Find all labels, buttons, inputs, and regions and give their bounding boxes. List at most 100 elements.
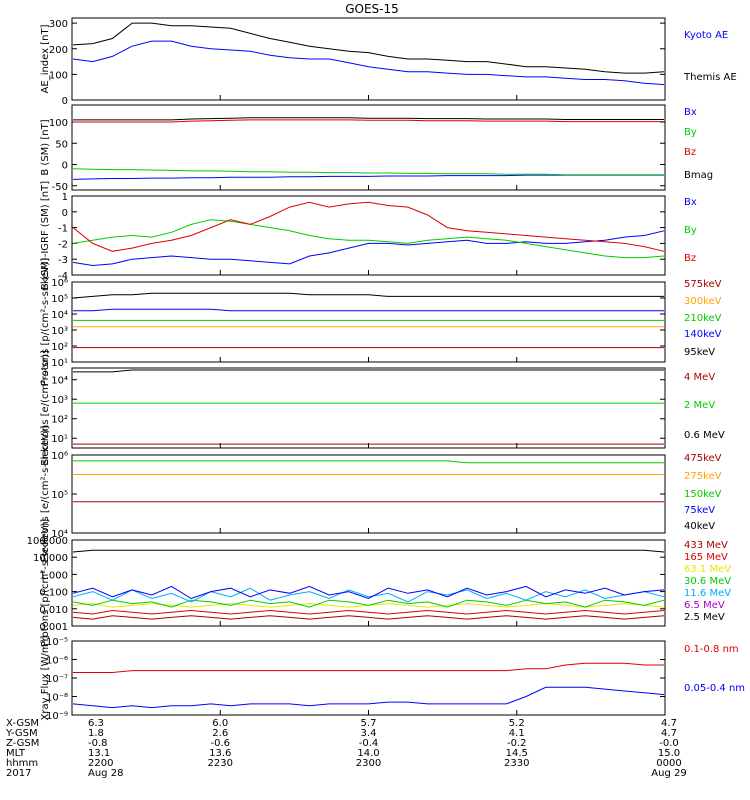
series-line-2-5-mev xyxy=(72,549,665,553)
legend-entry: Bmag xyxy=(684,170,713,181)
y-tick-label: 10² xyxy=(51,415,68,426)
legend-entry: 575keV xyxy=(684,279,722,290)
legend-entry: By xyxy=(684,127,697,138)
series-line-11-6-mev xyxy=(72,587,665,603)
y-tick-label: 10⁻⁸ xyxy=(46,693,68,704)
x-axis-value: 2300 xyxy=(356,758,381,769)
y-tick-label: 300 xyxy=(49,19,68,30)
legend-entry: 4 MeV xyxy=(684,372,715,383)
series-line-bz xyxy=(73,119,664,123)
x-axis-value: 15.0 xyxy=(658,748,680,759)
y-tick-label: 1 xyxy=(62,192,68,203)
x-axis-value: 14.5 xyxy=(506,748,528,759)
panel-2: 100 50 0 -50B (SM) [nT] Bx By Bz Bmag xyxy=(40,104,713,193)
x-axis-value: 13.6 xyxy=(209,748,231,759)
x-axis-value: 14.0 xyxy=(357,748,379,759)
legend-entry: 6.5 MeV xyxy=(684,600,725,611)
series-line-bz xyxy=(72,201,665,252)
y-tick-label: -1 xyxy=(58,224,68,235)
y-tick-label: 10³ xyxy=(51,395,68,406)
y-axis-label: B (SM) [nT] xyxy=(40,119,51,175)
x-axis-value: 1.8 xyxy=(88,728,104,739)
panel-7: 100.000 10.000 1.000 0.100 0.010 0.001Protons… xyxy=(27,519,732,647)
legend-entry: 140keV xyxy=(684,329,722,340)
x-axis-value: Aug 28 xyxy=(88,768,123,779)
series-line-by xyxy=(72,168,664,176)
x-axis-value: 2.6 xyxy=(212,728,228,739)
legend-entry: 433 MeV xyxy=(684,540,728,551)
legend-entry: Bx xyxy=(684,197,697,208)
y-tick-label: 10⁴ xyxy=(51,529,68,540)
series-line-bx xyxy=(72,230,665,267)
legend-entry: 210keV xyxy=(684,313,722,324)
x-axis-row-label: MLT xyxy=(6,748,26,759)
y-axis-label: AE_index [nT] xyxy=(40,24,51,93)
x-axis-row-label: Z-GSM xyxy=(6,738,39,749)
x-axis-value: 5.2 xyxy=(509,718,525,729)
y-axis-label: Protons [p/(cm²-s-sr-keV)] xyxy=(40,258,51,386)
x-axis-value: -0.0 xyxy=(659,738,679,749)
y-tick-label: 10⁻⁶ xyxy=(46,656,68,667)
x-axis-value: 4.1 xyxy=(509,728,525,739)
panel-frame xyxy=(71,195,666,276)
legend-entry: 165 MeV xyxy=(684,552,728,563)
legend-entry: 2 MeV xyxy=(684,400,715,411)
x-axis-value: 0000 xyxy=(656,758,681,769)
x-axis-value: 5.7 xyxy=(361,718,377,729)
series-line-433-mev xyxy=(72,615,665,620)
panel-frame xyxy=(71,17,666,101)
y-tick-label: 0.001 xyxy=(39,622,68,633)
x-axis-value: -0.6 xyxy=(210,738,230,749)
x-axis-value: 2200 xyxy=(88,758,113,769)
series-line-themis-ae xyxy=(72,22,665,74)
x-axis-value: 6.3 xyxy=(88,718,104,729)
panel-3: 1 0 -1 -2 -3 -4 B (SM)-IGRF (SM) [nT] Bx By Bz xyxy=(40,181,697,290)
series-line-0-6-mev xyxy=(73,369,664,373)
legend-entry: Themis AE xyxy=(683,72,737,83)
series-line-bx xyxy=(72,174,664,180)
y-axis-label: Protons [p/(cm²-s-sr-keV)] xyxy=(40,519,51,647)
legend-entry: 0.6 MeV xyxy=(684,430,725,441)
y-tick-label: 100 xyxy=(49,70,68,81)
y-axis-label: Xray Flux [W/m²] xyxy=(40,635,51,720)
y-tick-label: 10¹ xyxy=(51,358,68,369)
y-tick-label: 0 xyxy=(62,161,68,172)
x-axis-row-label: X-GSM xyxy=(6,718,39,729)
legend-entry: 275keV xyxy=(684,471,722,482)
y-tick-label: 10.000 xyxy=(33,553,68,564)
y-tick-label: 50 xyxy=(55,139,68,150)
y-tick-label: -3 xyxy=(58,255,68,266)
y-tick-label: 100.000 xyxy=(27,536,68,547)
x-axis-value: 3.4 xyxy=(361,728,377,739)
legend-entry: 11.6 MeV xyxy=(684,588,731,599)
series-line-140kev xyxy=(73,308,664,312)
legend-entry: 0.05-0.4 nm xyxy=(684,683,745,694)
series-line-kyoto-ae xyxy=(72,40,665,86)
y-tick-label: 0 xyxy=(62,208,68,219)
panel-frame xyxy=(71,367,666,449)
panel-1: 300 200 100 0 AE_index [nT] Kyoto AE Themis AE xyxy=(40,17,737,107)
series-line-0-05-0-4-nm xyxy=(72,686,665,709)
series-line-150kev xyxy=(73,460,664,464)
y-tick-label: 10³ xyxy=(51,326,68,337)
legend-entry: Bx xyxy=(684,107,697,118)
legend-entry: By xyxy=(684,225,697,236)
panel-frame xyxy=(71,281,666,363)
x-axis-value: 13.1 xyxy=(88,748,110,759)
x-axis-value: -0.2 xyxy=(507,738,527,749)
y-tick-label: 10⁻⁷ xyxy=(46,674,68,685)
y-tick-label: 0.010 xyxy=(39,605,68,616)
legend-entry: 300keV xyxy=(684,296,722,307)
legend-entry: 475keV xyxy=(684,453,722,464)
panel-frame xyxy=(71,454,666,534)
y-tick-label: 200 xyxy=(49,45,68,56)
x-axis-value: 4.7 xyxy=(661,718,677,729)
y-tick-label: 10⁶ xyxy=(51,451,68,462)
y-tick-label: 10⁵ xyxy=(51,490,68,501)
legend-entry: 150keV xyxy=(684,489,722,500)
y-tick-label: 10¹ xyxy=(51,434,68,445)
x-axis-value: 4.7 xyxy=(661,728,677,739)
